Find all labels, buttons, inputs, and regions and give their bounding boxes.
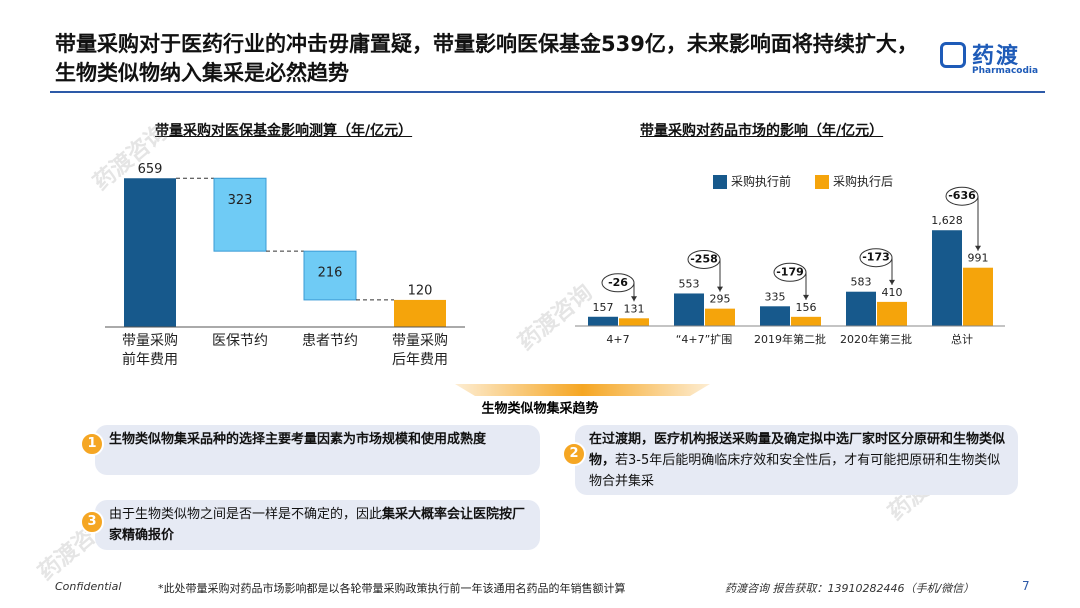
footer-confidential: Confidential [55,580,122,593]
footer-note: *此处带量采购对药品市场影响都是以各轮带量采购政策执行前一年该通用名药品的年销售… [158,582,626,595]
trend-text: 由于生物类似物之间是否一样是不确定的，因此 [109,507,383,522]
logo-subtext: Pharmacodia [972,66,1039,76]
trend-text: 生物类似物集采品种的选择主要考量因素为市场规模和使用成熟度 [109,432,487,447]
trend-text: 在过渡期，医疗机构报送采购量及确定拟中选厂家时区分原研和生物类似物， [589,432,1006,468]
trend-box: 生物类似物集采品种的选择主要考量因素为市场规模和使用成熟度 [95,425,540,475]
value-label: 156 [796,301,817,314]
bar [963,267,993,326]
bar [932,230,962,326]
value-label: 1,628 [931,214,963,227]
legend-label: 采购执行前 [731,174,791,189]
x-tick-label: 总计 [951,332,973,346]
bar [588,316,618,326]
trend-number: 3 [80,510,104,534]
diff-label: -26 [608,276,628,289]
bar [791,316,821,326]
legend-swatch [713,175,727,189]
x-tick-label: 2019年第二批 [754,332,826,346]
diff-label: -258 [690,252,718,265]
logo-mark [940,42,966,68]
trend-number: 2 [562,442,586,466]
x-tick-label: 4+7 [606,333,629,346]
value-label: 131 [624,302,645,315]
diff-label: -173 [862,251,890,264]
arrow-head [889,279,895,285]
value-label: 157 [593,301,614,314]
bar [619,318,649,326]
chart-title: 带量采购对药品市场的影响（年/亿元） [640,123,884,139]
arrow-head [803,294,809,300]
footer-contact: 药渡咨询 报告获取：13910282446（手机/微信） [725,582,975,595]
x-tick-label: 2020年第三批 [840,332,912,346]
logo-text: 药渡 [972,44,1021,69]
bar [394,299,446,327]
trend-box: 由于生物类似物之间是否一样是不确定的，因此集采大概率会让医院按厂家精确报价 [95,500,540,550]
x-tick-label: 医保节约 [212,333,268,349]
trend-box: 在过渡期，医疗机构报送采购量及确定拟中选厂家时区分原研和生物类似物，若3-5年后… [575,425,1018,495]
banner-arrow [455,384,710,396]
x-tick-label: 带量采购前年费用 [122,333,178,368]
bar [877,301,907,326]
bar [674,293,704,326]
chart-title: 带量采购对医保基金影响测算（年/亿元） [155,123,413,139]
value-label: 335 [765,290,786,303]
bar [124,178,176,327]
value-label: 120 [408,283,433,298]
value-label: 583 [851,276,872,289]
legend-swatch [815,175,829,189]
value-label: 553 [679,277,700,290]
value-label: 991 [968,252,989,265]
trend-text: 若3-5年后能明确临床疗效和安全性后，才有可能把原研和生物类似物合并集采 [589,453,1001,489]
bar [213,177,267,252]
diff-label: -179 [776,265,804,278]
x-tick-label: 带量采购后年费用 [392,333,448,368]
bar [705,308,735,326]
trend-number: 1 [80,432,104,456]
arrow-head [631,296,637,302]
trend-title: 生物类似物集采趋势 [481,401,598,417]
value-label: 410 [882,286,903,299]
legend-label: 采购执行后 [833,174,893,189]
bar [303,250,357,301]
trend-text: 集采大概率会让医院按厂家精确报价 [109,507,526,543]
value-label: 323 [228,193,253,208]
x-tick-label: 患者节约 [302,333,358,349]
value-label: 216 [318,266,343,281]
bar [846,291,876,326]
page-number: 7 [1022,579,1030,593]
arrow-head [975,245,981,251]
bar [760,306,790,326]
diff-label: -636 [948,189,976,202]
value-label: 295 [710,293,731,306]
header-rule [50,91,1045,93]
slide-title: 带量采购对于医药行业的冲击毋庸置疑，带量影响医保基金539亿，未来影响面将持续扩… [55,32,918,85]
x-tick-label: “4+7”扩围 [676,332,733,346]
value-label: 659 [138,162,163,177]
arrow-head [717,286,723,292]
